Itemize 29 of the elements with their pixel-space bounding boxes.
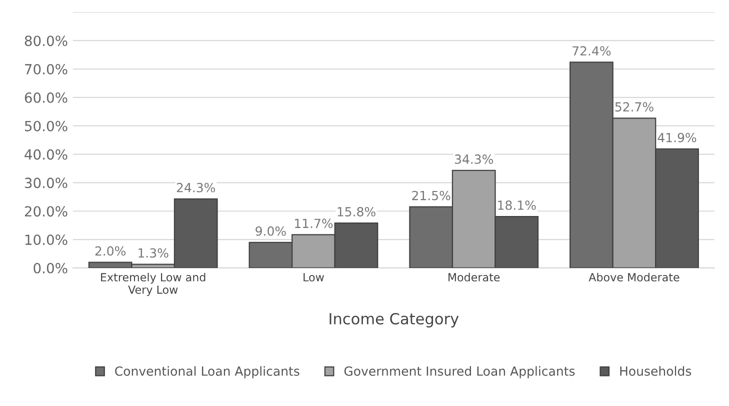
data-label: 41.9% xyxy=(658,132,696,142)
y-tick-label: 10.0% xyxy=(25,234,68,246)
y-tick-label: 20.0% xyxy=(24,206,68,217)
data-label: 34.3% xyxy=(454,154,494,164)
y-tick-label: 30.0% xyxy=(24,178,68,188)
data-label: 52.7% xyxy=(615,102,654,112)
x-tick-label: Above Moderate xyxy=(588,272,680,282)
data-label: 1.3% xyxy=(138,248,168,258)
data-label: 15.8% xyxy=(338,207,376,216)
data-label: 2.0% xyxy=(95,246,126,256)
x-axis-title: Income Category xyxy=(330,312,459,328)
y-tick-label: 0.0% xyxy=(34,262,68,274)
x-tick-label: Extremely Low and Very Low xyxy=(101,272,206,296)
data-label: 18.1% xyxy=(498,200,536,210)
x-tick-label: Moderate xyxy=(448,272,500,282)
x-tick-label: Low xyxy=(304,273,324,282)
y-tick-label: 50.0% xyxy=(24,120,68,132)
legend-label: Conventional Loan Applicants xyxy=(115,366,300,378)
legend-label: Households xyxy=(620,366,692,376)
y-tick-label: 40.0% xyxy=(24,149,68,160)
data-label: 24.3% xyxy=(176,182,216,192)
y-tick-label: 60.0% xyxy=(24,92,68,103)
y-tick-label: 70.0% xyxy=(25,64,68,74)
data-label: 9.0% xyxy=(256,226,286,236)
data-label: 21.5% xyxy=(412,190,450,200)
data-label: 11.7% xyxy=(294,218,333,228)
data-label: 72.4% xyxy=(572,46,611,56)
y-tick-label: 80.0% xyxy=(24,36,68,46)
legend-label: Government Insured Loan Applicants xyxy=(344,366,575,378)
